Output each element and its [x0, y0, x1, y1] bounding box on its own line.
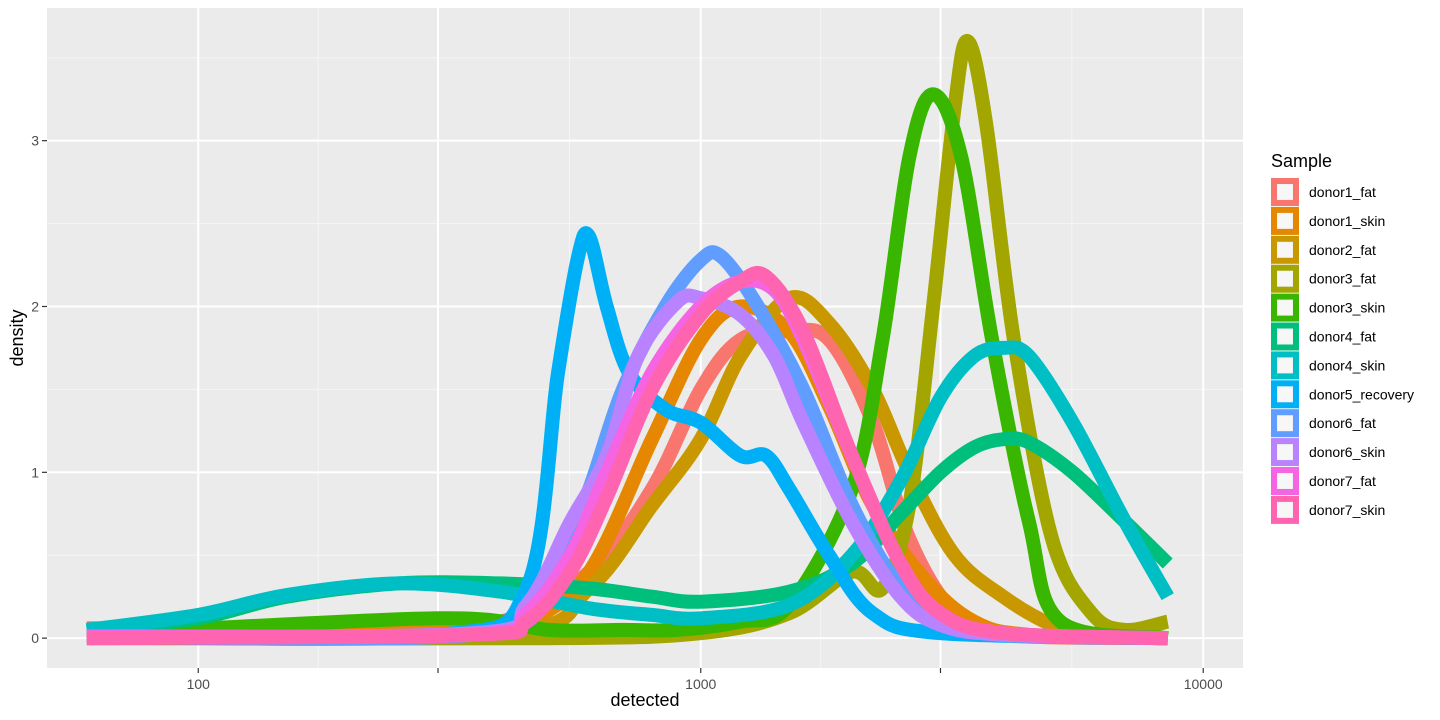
- legend-label-donor7_fat: donor7_fat: [1309, 473, 1376, 489]
- series-line-donor7_skin: [86, 265, 1168, 646]
- legend-key-inner: [1278, 213, 1292, 228]
- legend-key-inner: [1278, 300, 1292, 315]
- legend-label-donor4_skin: donor4_skin: [1309, 357, 1385, 373]
- legend-label-donor2_fat: donor2_fat: [1309, 242, 1376, 258]
- y-tick-label: 2: [31, 298, 39, 314]
- legend-key-inner: [1278, 242, 1292, 257]
- legend-label-donor7_skin: donor7_skin: [1309, 502, 1385, 518]
- legend-key-donor1_fat: [1271, 178, 1299, 206]
- legend-key-donor5_recovery: [1271, 380, 1299, 409]
- legend-key-donor3_fat: [1271, 264, 1299, 293]
- legend-key-donor7_skin: [1271, 495, 1299, 524]
- x-axis-title: detected: [610, 690, 679, 710]
- legend-key-donor6_skin: [1271, 438, 1299, 467]
- legend-label-donor1_fat: donor1_fat: [1309, 184, 1376, 200]
- legend-label-donor3_skin: donor3_skin: [1309, 300, 1385, 316]
- legend-label-donor6_skin: donor6_skin: [1309, 444, 1385, 460]
- legend-key-inner: [1278, 358, 1292, 373]
- x-axis: 100 1000 10000: [187, 668, 1223, 692]
- legend-key-donor2_fat: [1271, 235, 1299, 264]
- legend-key-donor4_fat: [1271, 322, 1299, 351]
- y-tick-label: 3: [31, 133, 39, 149]
- y-tick-label: 0: [31, 630, 39, 646]
- legend-label-donor1_skin: donor1_skin: [1309, 213, 1385, 229]
- y-tick-label: 1: [31, 464, 39, 480]
- series-layer: [85, 34, 1174, 646]
- x-tick-label: 1000: [685, 676, 716, 692]
- legend: Sample donor1_fatdonor1_skindonor2_fatdo…: [1271, 151, 1414, 524]
- legend-items: donor1_fat donor1_skin donor2_fat donor3_fa…: [1271, 178, 1414, 524]
- legend-label-donor3_fat: donor3_fat: [1309, 271, 1376, 287]
- legend-key-donor1_skin: [1271, 206, 1299, 235]
- legend-label-donor6_fat: donor6_fat: [1309, 415, 1376, 431]
- legend-key-inner: [1278, 474, 1292, 488]
- x-tick-label: 10000: [1184, 676, 1223, 692]
- legend-label-donor5_recovery: donor5_recovery: [1309, 386, 1414, 402]
- legend-key-donor4_skin: [1271, 351, 1299, 380]
- legend-key-inner: [1278, 502, 1292, 517]
- legend-key-inner: [1278, 387, 1292, 402]
- y-axis-title: density: [7, 309, 27, 366]
- y-axis: 0 1 2 3: [31, 133, 47, 646]
- legend-key-donor7_fat: [1271, 467, 1299, 495]
- legend-key-inner: [1278, 416, 1292, 431]
- legend-key-inner: [1278, 445, 1292, 460]
- legend-key-inner: [1278, 271, 1292, 286]
- legend-key-inner: [1278, 185, 1292, 199]
- legend-key-donor3_skin: [1271, 293, 1299, 322]
- series-line-donor4_skin: [85, 340, 1174, 637]
- legend-label-donor4_fat: donor4_fat: [1309, 329, 1376, 345]
- x-tick-label: 100: [187, 676, 211, 692]
- legend-key-inner: [1278, 329, 1292, 344]
- legend-key-donor6_fat: [1271, 409, 1299, 438]
- legend-title: Sample: [1271, 151, 1332, 171]
